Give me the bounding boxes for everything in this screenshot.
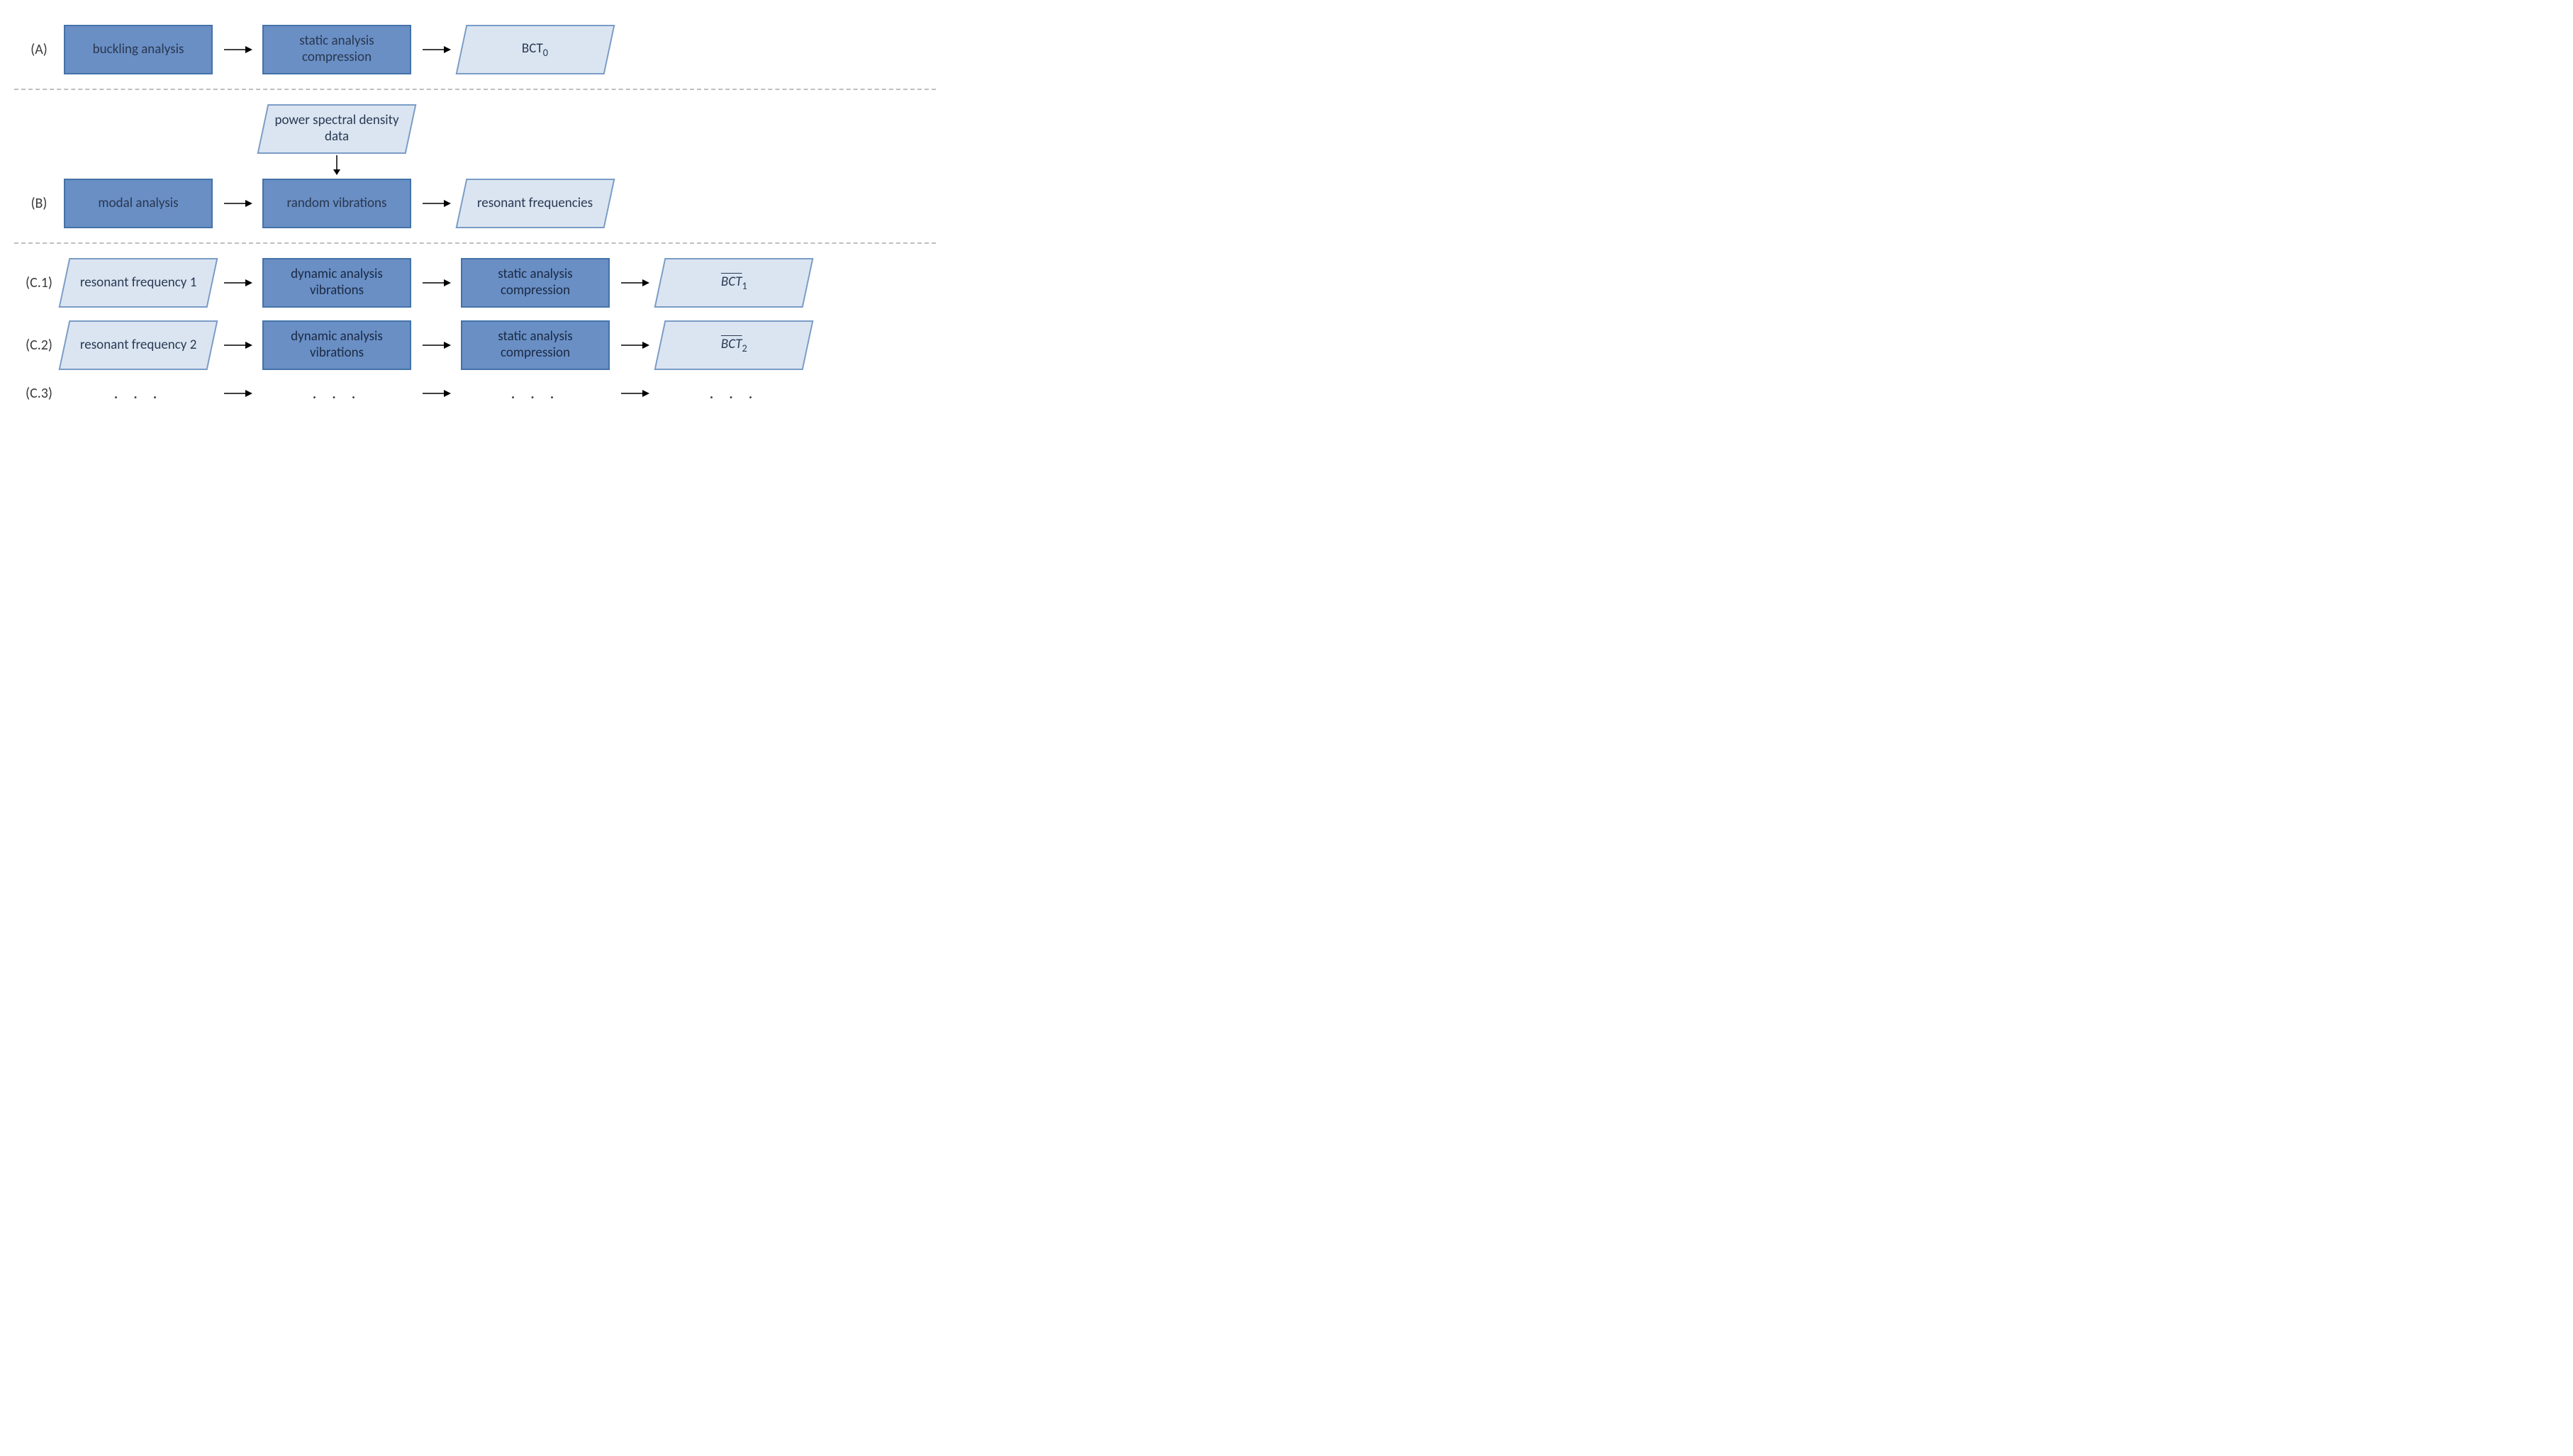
- text-psd: power spectral density data: [264, 113, 410, 145]
- arrow-icon: [610, 277, 659, 289]
- box-buckling-analysis: buckling analysis: [64, 25, 213, 74]
- box-resonant-frequencies: resonant frequencies: [456, 179, 615, 228]
- box-random-vibrations: random vibrations: [262, 179, 411, 228]
- text-modal: modal analysis: [98, 196, 178, 212]
- divider-ab: [14, 89, 936, 90]
- box-dyn-vib-1: dynamic analysis vibrations: [262, 258, 411, 308]
- text-dyn-vib-1: dynamic analysis vibrations: [264, 267, 410, 299]
- row-c2: (C.2) resonant frequency 2 dynamic analy…: [14, 320, 936, 370]
- arrow-icon: [213, 198, 262, 209]
- text-rf2: resonant frequency 2: [80, 337, 196, 354]
- arrow-icon: [213, 44, 262, 55]
- box-static-comp-c1: static analysis compression: [461, 258, 610, 308]
- ellipsis-2: . . .: [262, 383, 411, 403]
- section-a: (A) buckling analysis static analysis co…: [14, 14, 936, 85]
- ellipsis-3: . . .: [461, 383, 610, 403]
- label-c1: (C.1): [14, 274, 64, 291]
- box-static-comp-c2: static analysis compression: [461, 320, 610, 370]
- text-rf1: resonant frequency 1: [80, 275, 196, 291]
- arrow-icon: [213, 277, 262, 289]
- arrow-icon: [411, 388, 461, 399]
- arrow-icon: [610, 388, 659, 399]
- box-psd: power spectral density data: [257, 104, 417, 154]
- row-c3: (C.3) . . . . . . . . . . . .: [14, 383, 936, 403]
- text-random-vib: random vibrations: [287, 196, 387, 212]
- text-resonant-freqs: resonant frequencies: [477, 196, 593, 212]
- text-buckling: buckling analysis: [93, 42, 184, 58]
- flowchart-diagram: (A) buckling analysis static analysis co…: [14, 14, 936, 414]
- divider-bc: [14, 242, 936, 244]
- text-bct0: BCT0: [522, 41, 548, 59]
- arrow-icon: [411, 277, 461, 289]
- box-bct1: BCT1: [654, 258, 814, 308]
- label-c2: (C.2): [14, 337, 64, 354]
- label-b: (B): [14, 195, 64, 212]
- text-bct1: BCT1: [721, 274, 747, 292]
- ellipsis-4: . . .: [659, 383, 808, 403]
- text-dyn-vib-2: dynamic analysis vibrations: [264, 329, 410, 362]
- box-rf1: resonant frequency 1: [59, 258, 218, 308]
- arrow-down-icon: [331, 154, 342, 179]
- row-c1: (C.1) resonant frequency 1 dynamic analy…: [14, 258, 936, 308]
- box-rf2: resonant frequency 2: [59, 320, 218, 370]
- arrow-icon: [411, 198, 461, 209]
- text-static-comp-c2: static analysis compression: [462, 329, 608, 362]
- text-static-comp-a: static analysis compression: [264, 33, 410, 66]
- section-b: power spectral density data (B) modal an…: [14, 94, 936, 239]
- box-static-compression-a: static analysis compression: [262, 25, 411, 74]
- label-c3: (C.3): [14, 385, 64, 402]
- box-dyn-vib-2: dynamic analysis vibrations: [262, 320, 411, 370]
- ellipsis-1: . . .: [64, 383, 213, 403]
- row-a: (A) buckling analysis static analysis co…: [14, 25, 936, 74]
- section-c: (C.1) resonant frequency 1 dynamic analy…: [14, 247, 936, 414]
- arrow-icon: [213, 388, 262, 399]
- box-bct2: BCT2: [654, 320, 814, 370]
- row-b: (B) modal analysis random vibrations res…: [14, 179, 936, 228]
- box-bct0: BCT0: [456, 25, 615, 74]
- box-modal-analysis: modal analysis: [64, 179, 213, 228]
- arrow-icon: [411, 44, 461, 55]
- arrow-icon: [213, 340, 262, 351]
- spacer: [14, 104, 262, 179]
- arrow-icon: [411, 340, 461, 351]
- psd-input-block: power spectral density data: [262, 104, 411, 179]
- text-static-comp-c1: static analysis compression: [462, 267, 608, 299]
- row-b-top: power spectral density data: [14, 104, 936, 179]
- text-bct2: BCT2: [721, 337, 747, 354]
- arrow-icon: [610, 340, 659, 351]
- label-a: (A): [14, 41, 64, 58]
